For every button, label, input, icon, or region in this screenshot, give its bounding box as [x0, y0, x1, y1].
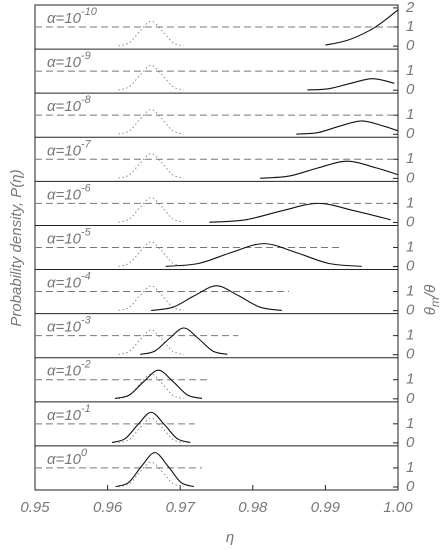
- panel-label-base: α=10: [47, 54, 82, 71]
- panel-label: α=10-8: [47, 94, 92, 115]
- reference-curve: [118, 241, 184, 267]
- panel-label: α=10-7: [47, 138, 92, 159]
- pdf-curve: [140, 327, 228, 355]
- y2-tick-label: 1: [406, 415, 414, 432]
- x-tick-label: 1.00: [383, 499, 413, 516]
- y2-tick-label: 1: [406, 283, 414, 300]
- panel-label-exponent: -3: [81, 315, 92, 327]
- y2-tick-label: 0: [406, 213, 415, 230]
- panel-label-exponent: -2: [81, 359, 91, 371]
- reference-curve: [118, 153, 184, 179]
- reference-curve: [118, 20, 184, 47]
- y2-tick-label: 1: [406, 106, 414, 123]
- y2-tick-label: 1: [406, 459, 414, 476]
- y2-tick-label: 0: [406, 346, 415, 363]
- panel-label: α=10-2: [47, 359, 91, 380]
- panel-label-exponent: -1: [81, 403, 91, 415]
- y2-tick-label: 1: [406, 327, 414, 344]
- panel-label-base: α=10: [47, 451, 82, 468]
- y2-tick-label: 1: [406, 194, 414, 211]
- panel-label-base: α=10: [47, 186, 82, 203]
- pdf-curve: [115, 452, 195, 488]
- y2-label-part: /θ: [422, 285, 439, 298]
- pdf-curve: [325, 9, 399, 46]
- panel-label: α=10-3: [47, 315, 92, 336]
- y2-tick-label: 1: [406, 18, 414, 35]
- pdf-curve: [296, 120, 399, 135]
- reference-curve: [118, 108, 184, 135]
- y2-tick-label: 0: [406, 258, 415, 275]
- panel-label: α=10-6: [47, 182, 92, 203]
- panel-label-exponent: -6: [81, 182, 92, 194]
- y2-tick-label: 0: [406, 125, 415, 142]
- x-tick-label: 0.95: [20, 499, 50, 516]
- panel-label: α=10-10: [47, 6, 98, 27]
- y2-tick-label: 0: [406, 169, 415, 186]
- pdf-curve: [111, 411, 191, 444]
- panel-label: α=10-9: [47, 50, 91, 71]
- y2-tick-label: 0: [406, 81, 415, 98]
- panel-label-exponent: -4: [81, 270, 91, 282]
- panel-label-exponent: -5: [81, 226, 92, 238]
- panel-label-exponent: -7: [81, 138, 92, 150]
- panel-label-base: α=10: [47, 275, 82, 292]
- pdf-curve: [307, 78, 395, 91]
- panel-label-exponent: -10: [81, 6, 98, 18]
- panel-label-exponent: -9: [81, 50, 91, 62]
- panel-label-base: α=10: [47, 363, 82, 380]
- x-axis-label: η: [226, 529, 234, 546]
- panel-label-base: α=10: [47, 10, 82, 27]
- pdf-curve: [260, 160, 399, 179]
- panel-label: α=10-4: [47, 270, 91, 291]
- panel-label: α=10-1: [47, 403, 91, 424]
- panel-label-base: α=10: [47, 98, 82, 115]
- y2-tick-label: 2: [405, 0, 415, 16]
- reference-curve: [118, 417, 184, 444]
- reference-curve: [118, 461, 184, 488]
- pdf-curve: [209, 202, 391, 223]
- y2-tick-label: 0: [406, 390, 415, 407]
- panel-label: α=10-5: [47, 226, 92, 247]
- x-tick-label: 0.98: [238, 499, 268, 516]
- reference-curve: [118, 197, 184, 223]
- pdf-curve: [114, 369, 203, 399]
- reference-curve: [118, 373, 184, 400]
- panel-label-base: α=10: [47, 142, 82, 159]
- reference-curve: [118, 329, 184, 356]
- y2-tick-label: 0: [406, 478, 415, 495]
- y2-tick-label: 1: [406, 371, 414, 388]
- y2-tick-label: 0: [406, 434, 415, 451]
- x-tick-label: 0.96: [93, 499, 123, 516]
- panel-label-exponent: -8: [81, 94, 92, 106]
- y2-label-part: m: [428, 297, 442, 307]
- reference-curve: [118, 64, 184, 91]
- y2-tick-label: 1: [406, 238, 414, 255]
- y2-tick-label: 0: [406, 37, 415, 54]
- y2-label-part: θ: [422, 307, 439, 315]
- y2-tick-label: 1: [406, 150, 414, 167]
- pdf-curve: [165, 243, 362, 267]
- panel-label-exponent: 0: [81, 447, 88, 459]
- x-tick-label: 0.97: [166, 499, 196, 516]
- panel-label: α=100: [47, 447, 88, 468]
- pdf-curve: [151, 285, 282, 311]
- y2-tick-label: 1: [406, 62, 414, 79]
- panel-label-base: α=10: [47, 319, 82, 336]
- x-tick-label: 0.99: [311, 499, 341, 516]
- y-axis-label: Probability density, P(η): [8, 169, 25, 326]
- y2-tick-label: 0: [406, 302, 415, 319]
- y2-axis-label: θm/θ: [422, 285, 442, 315]
- panel-label-base: α=10: [47, 407, 82, 424]
- panel-label-base: α=10: [47, 230, 82, 247]
